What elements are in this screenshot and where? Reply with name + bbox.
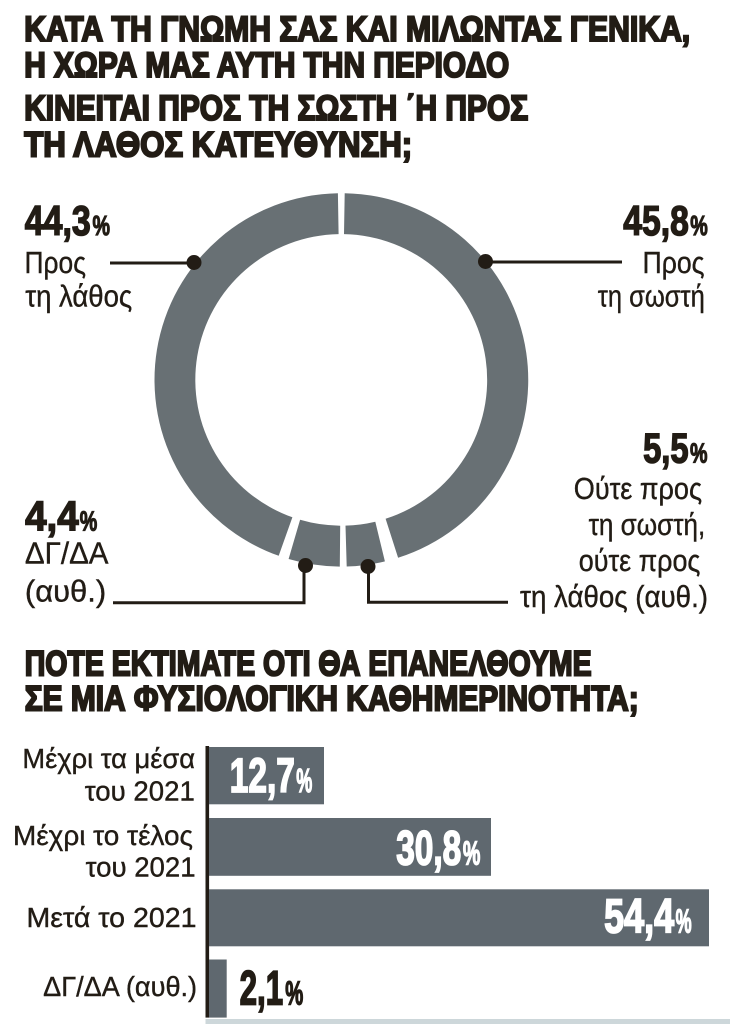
svg-text:%: % [690,438,708,469]
svg-text:ΤΗ ΛΑΘΟΣ ΚΑΤΕΥΘΥΝΣΗ;: ΤΗ ΛΑΘΟΣ ΚΑΤΕΥΘΥΝΣΗ; [24,126,412,165]
svg-text:τη σωστή: τη σωστή [598,280,705,314]
svg-text:του 2021: του 2021 [86,852,196,883]
svg-text:ΣΕ ΜΙΑ ΦΥΣΙΟΛΟΓΙΚΗ ΚΑΘΗΜΕΡΙΝΟΤ: ΣΕ ΜΙΑ ΦΥΣΙΟΛΟΓΙΚΗ ΚΑΘΗΜΕΡΙΝΟΤΗΤΑ; [25,680,639,719]
svg-text:5,5: 5,5 [643,425,689,472]
svg-text:30,8: 30,8 [396,822,461,875]
svg-text:Προς: Προς [643,246,705,280]
svg-text:ούτε προς: ούτε προς [579,544,701,578]
svg-text:45,8: 45,8 [623,197,689,244]
svg-text:του 2021: του 2021 [85,776,195,807]
svg-text:%: % [676,903,692,940]
svg-text:ΔΓ/ΔΑ (αυθ.): ΔΓ/ΔΑ (αυθ.) [43,971,197,1002]
svg-text:%: % [80,506,98,537]
svg-text:ΚΙΝΕΙΤΑΙ ΠΡΟΣ ΤΗ ΣΩΣΤΗ ΄Η ΠΡΟΣ: ΚΙΝΕΙΤΑΙ ΠΡΟΣ ΤΗ ΣΩΣΤΗ ΄Η ΠΡΟΣ [24,89,528,128]
svg-text:Προς: Προς [25,246,86,280]
svg-text:ΚΑΤΑ ΤΗ ΓΝΩΜΗ ΣΑΣ ΚΑΙ ΜΙΛΩΝΤΑΣ: ΚΑΤΑ ΤΗ ΓΝΩΜΗ ΣΑΣ ΚΑΙ ΜΙΛΩΝΤΑΣ ΓΕΝΙΚΑ, [24,10,690,49]
svg-text:12,7: 12,7 [230,750,295,803]
svg-text:τη σωστή,: τη σωστή, [589,508,706,542]
svg-text:2,1: 2,1 [240,962,284,1015]
svg-text:44,3: 44,3 [25,197,91,244]
svg-text:Μέχρι το τέλος: Μέχρι το τέλος [13,820,193,851]
svg-text:4,4: 4,4 [25,493,79,540]
svg-text:%: % [296,762,312,799]
svg-text:Ούτε προς: Ούτε προς [574,472,702,506]
svg-text:%: % [463,834,481,871]
svg-text:ΠΟΤΕ ΕΚΤΙΜΑΤΕ ΟΤΙ ΘΑ ΕΠΑΝΕΛΘΟΥ: ΠΟΤΕ ΕΚΤΙΜΑΤΕ ΟΤΙ ΘΑ ΕΠΑΝΕΛΘΟΥΜΕ [25,645,592,684]
svg-text:τη λάθος (αυθ.): τη λάθος (αυθ.) [520,580,708,614]
svg-text:%: % [690,210,708,241]
svg-text:Η ΧΩΡΑ ΜΑΣ ΑΥΤΗ ΤΗΝ ΠΕΡΙΟΔΟ: Η ΧΩΡΑ ΜΑΣ ΑΥΤΗ ΤΗΝ ΠΕΡΙΟΔΟ [24,46,509,85]
svg-text:ΔΓ/ΔΑ: ΔΓ/ΔΑ [25,537,109,571]
svg-text:%: % [285,974,303,1011]
svg-text:Μετά το 2021: Μετά το 2021 [27,902,197,933]
svg-text:Μέχρι τα μέσα: Μέχρι τα μέσα [22,743,195,774]
svg-text:(αυθ.): (αυθ.) [25,575,106,609]
svg-text:54,4: 54,4 [604,891,674,944]
svg-text:%: % [93,210,111,241]
svg-text:τη λάθος: τη λάθος [25,280,132,314]
